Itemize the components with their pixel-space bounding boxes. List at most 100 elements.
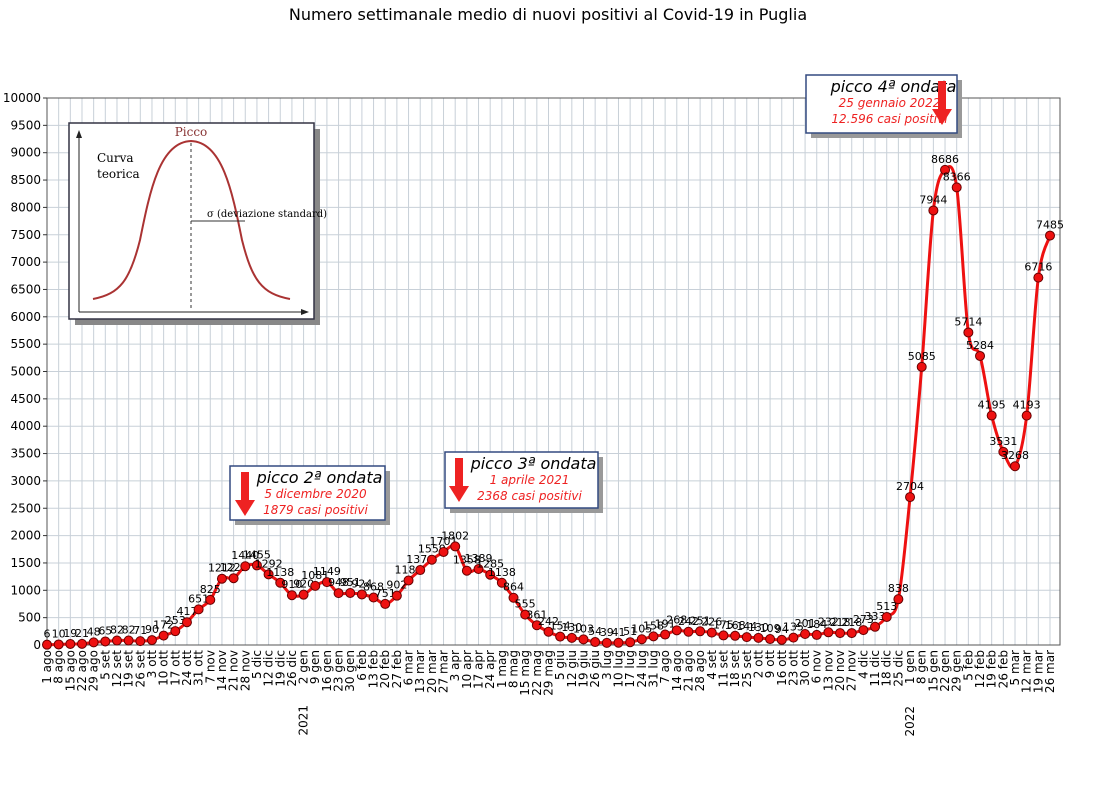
point bbox=[741, 632, 752, 643]
y-tick-label: 10000 bbox=[3, 91, 41, 105]
x-tick-label: 31 ott bbox=[192, 650, 206, 686]
x-tick-label: 25 dic bbox=[891, 650, 905, 687]
plot-area: 0 500 1000 1500 2000 2500 3000 3500 4000 4500 5000… bbox=[3, 91, 1064, 737]
x-tick-label: 31 lug bbox=[646, 650, 660, 688]
point bbox=[123, 635, 134, 646]
x-tick-label: 30 ott bbox=[798, 650, 812, 686]
point bbox=[846, 628, 857, 639]
y-tick-label: 1500 bbox=[10, 556, 41, 570]
value-label: 3268 bbox=[1001, 449, 1029, 462]
x-tick-label: 20 mar bbox=[425, 650, 439, 693]
value-label: 135 bbox=[783, 621, 804, 634]
x-tick-label: 18 dic bbox=[880, 650, 894, 687]
x-tick-label: 13 mar bbox=[413, 650, 427, 693]
point bbox=[1033, 272, 1044, 283]
point bbox=[1045, 230, 1055, 241]
x-tick-label: 29 gen bbox=[950, 650, 964, 692]
x-tick-label: 27 nov bbox=[845, 650, 859, 691]
value-label: 175 bbox=[713, 618, 734, 631]
x-tick-label: 13 feb bbox=[367, 650, 381, 688]
point bbox=[251, 560, 262, 571]
x-tick-label: 10 ott bbox=[157, 650, 171, 686]
point bbox=[636, 634, 647, 645]
x-tick-label: 30 gen bbox=[343, 650, 357, 692]
annotation-cases: 12.596 casi positivi bbox=[831, 112, 948, 126]
value-label: 1138 bbox=[488, 566, 516, 579]
point bbox=[555, 631, 566, 642]
value-label: 751 bbox=[375, 587, 396, 600]
x-tick-label: 27 mar bbox=[437, 650, 451, 693]
point bbox=[391, 590, 402, 601]
x-tick-label: 11 set bbox=[716, 650, 730, 688]
x-tick-label: 7 nov bbox=[203, 650, 217, 684]
x-tick-label: 8 mag bbox=[507, 650, 521, 688]
y-tick-label: 8500 bbox=[10, 173, 41, 187]
value-label: 273 bbox=[853, 613, 874, 626]
x-tick-label: 2 ott bbox=[751, 650, 765, 678]
y-tick-label: 3000 bbox=[10, 474, 41, 488]
x-tick-label: 5 dic bbox=[250, 650, 264, 679]
point bbox=[321, 577, 332, 588]
value-label: 1149 bbox=[313, 565, 341, 578]
x-tick-label: 1 gen bbox=[903, 650, 917, 684]
x-tick-label: 12 feb bbox=[973, 650, 987, 688]
x-tick-label: 17 apr bbox=[472, 650, 486, 689]
x-tick-label: 24 ott bbox=[180, 650, 194, 686]
point bbox=[706, 627, 717, 638]
point bbox=[753, 632, 764, 643]
value-label: 8366 bbox=[943, 170, 971, 183]
point bbox=[508, 592, 519, 603]
x-tick-label: 19 mar bbox=[1031, 650, 1045, 693]
point bbox=[170, 626, 181, 637]
x-tick-label: 6 feb bbox=[355, 650, 369, 681]
point bbox=[695, 626, 706, 637]
point bbox=[42, 639, 52, 650]
value-label: 253 bbox=[165, 614, 186, 627]
point bbox=[998, 446, 1009, 457]
point bbox=[800, 629, 811, 640]
x-tick-label: 5 feb bbox=[961, 650, 975, 681]
point bbox=[181, 617, 192, 628]
value-label: 6716 bbox=[1024, 261, 1052, 274]
point bbox=[333, 588, 344, 599]
point bbox=[881, 611, 892, 622]
point bbox=[473, 564, 484, 575]
x-tick-label: 8 ago bbox=[52, 650, 66, 684]
value-label: 1138 bbox=[266, 566, 294, 579]
value-label: 1081 bbox=[301, 569, 329, 582]
x-tick-label: 22 ago bbox=[75, 650, 89, 691]
x-tick-label: 29 ago bbox=[87, 650, 101, 691]
inset-label: Curva bbox=[97, 151, 134, 165]
value-label: 3531 bbox=[989, 435, 1017, 448]
y-tick-label: 6000 bbox=[10, 310, 41, 324]
value-label: 19 bbox=[63, 627, 77, 640]
point bbox=[461, 565, 472, 576]
value-label: 39 bbox=[600, 626, 614, 639]
x-tick-label: 20 feb bbox=[378, 650, 392, 688]
value-label: 4193 bbox=[1013, 399, 1041, 412]
value-label: 201 bbox=[795, 617, 816, 630]
point bbox=[648, 631, 659, 642]
y-tick-label: 3500 bbox=[10, 447, 41, 461]
point bbox=[975, 350, 986, 361]
x-tick-label: 3 ott bbox=[145, 650, 159, 678]
point bbox=[893, 594, 904, 605]
y-tick-label: 2000 bbox=[10, 529, 41, 543]
x-tick-label: 5 giu bbox=[553, 650, 567, 680]
x-tick-label: 10 apr bbox=[460, 650, 474, 689]
point bbox=[531, 620, 542, 631]
point bbox=[310, 580, 321, 591]
value-label: 1358 bbox=[453, 554, 481, 567]
point bbox=[263, 569, 274, 580]
point bbox=[963, 327, 974, 338]
point bbox=[986, 410, 997, 421]
point bbox=[671, 625, 682, 636]
point bbox=[100, 636, 111, 647]
point bbox=[450, 541, 461, 552]
value-label: 825 bbox=[200, 583, 221, 596]
value-label: 48 bbox=[87, 625, 101, 638]
point bbox=[275, 577, 286, 588]
value-label: 4195 bbox=[978, 399, 1006, 412]
x-tick-label: 25 set bbox=[740, 650, 754, 688]
value-label: 51 bbox=[623, 625, 637, 638]
